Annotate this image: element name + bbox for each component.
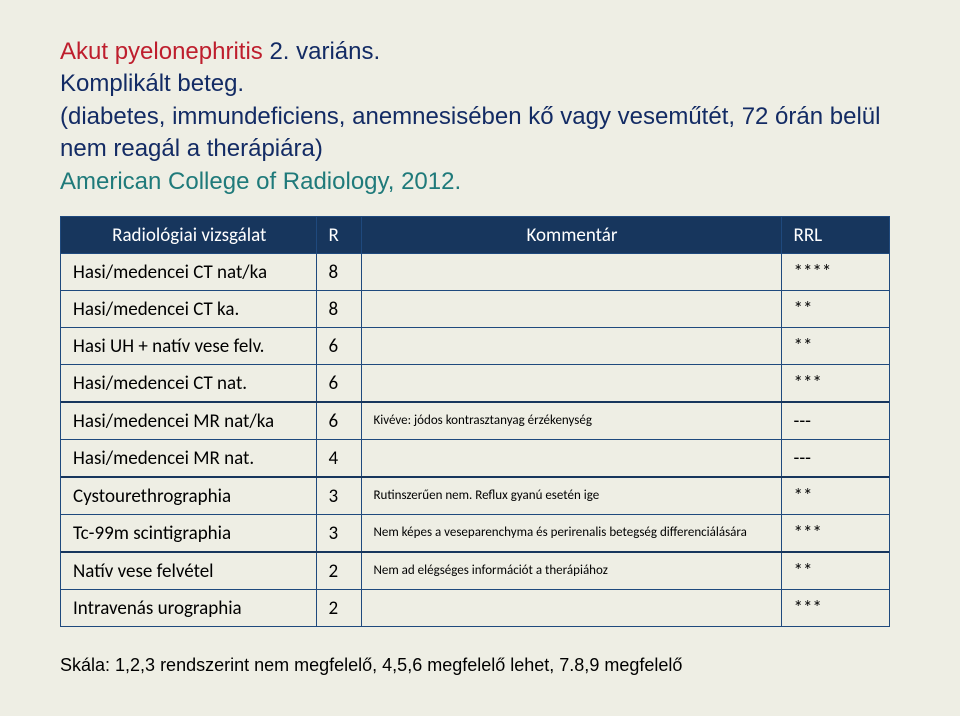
cell-rrl: **** [781,253,889,290]
cell-r: 2 [316,589,361,626]
cell-exam: Intravenás urographia [61,589,316,626]
header-cell-exam: Radiológiai vizsgálat [61,217,316,254]
table-row: Intravenás urographia2 *** [61,589,889,626]
table-body: Hasi/medencei CT nat/ka8****Hasi/medence… [61,253,889,626]
cell-rrl: *** [781,589,889,626]
table-row: Tc-99m scintigraphia3Nem képes a vesepar… [61,514,889,552]
title-rest: 2. variáns. [263,38,380,65]
title-line-2: Komplikált beteg. [60,68,910,100]
cell-exam: Hasi/medencei MR nat/ka [61,402,316,440]
title-highlight: Akut pyelonephritis [60,38,263,65]
table-container: Radiológiai vizsgálat R Kommentár RRL Ha… [60,216,890,627]
table-row: Hasi/medencei CT nat.6 *** [61,364,889,402]
cell-r: 8 [316,290,361,327]
cell-rrl: *** [781,514,889,552]
cell-r: 3 [316,477,361,515]
footer-scale: Skála: 1,2,3 rendszerint nem megfelelő, … [60,655,910,676]
header-cell-rrl: RRL [781,217,889,254]
cell-rrl: *** [781,364,889,402]
cell-rrl: --- [781,402,889,440]
table-row: Hasi/medencei MR nat.4 --- [61,439,889,477]
cell-comment [361,253,781,290]
cell-r: 8 [316,253,361,290]
table-row: Hasi/medencei CT ka.8 ** [61,290,889,327]
table-row: Natív vese felvétel2Nem ad elégséges inf… [61,552,889,590]
cell-comment: Nem képes a veseparenchyma és perirenali… [361,514,781,552]
title-line-4: American College of Radiology, 2012. [60,166,910,198]
cell-exam: Hasi/medencei CT nat. [61,364,316,402]
cell-exam: Hasi/medencei MR nat. [61,439,316,477]
table-header-row: Radiológiai vizsgálat R Kommentár RRL [61,217,889,254]
cell-exam: Hasi/medencei CT nat/ka [61,253,316,290]
cell-comment [361,364,781,402]
cell-r: 6 [316,327,361,364]
cell-exam: Cystourethrographia [61,477,316,515]
title-line-1: Akut pyelonephritis 2. variáns. [60,36,910,68]
cell-r: 3 [316,514,361,552]
cell-exam: Natív vese felvétel [61,552,316,590]
cell-comment: Kivéve: jódos kontrasztanyag érzékenység [361,402,781,440]
cell-r: 6 [316,402,361,440]
cell-comment [361,439,781,477]
cell-rrl: ** [781,477,889,515]
slide-page: Akut pyelonephritis 2. variáns. Kompliká… [0,0,960,696]
cell-comment: Rutinszerűen nem. Reflux gyanú esetén ig… [361,477,781,515]
radiology-table: Radiológiai vizsgálat R Kommentár RRL Ha… [61,217,889,626]
cell-exam: Tc-99m scintigraphia [61,514,316,552]
header-cell-r: R [316,217,361,254]
table-row: Hasi/medencei MR nat/ka6Kivéve: jódos ko… [61,402,889,440]
cell-r: 2 [316,552,361,590]
cell-exam: Hasi/medencei CT ka. [61,290,316,327]
cell-rrl: ** [781,327,889,364]
header-cell-comment: Kommentár [361,217,781,254]
cell-exam: Hasi UH + natív vese felv. [61,327,316,364]
cell-r: 6 [316,364,361,402]
cell-rrl: ** [781,290,889,327]
table-row: Cystourethrographia3Rutinszerűen nem. Re… [61,477,889,515]
table-row: Hasi UH + natív vese felv.6 ** [61,327,889,364]
cell-rrl: ** [781,552,889,590]
title-line-3: (diabetes, immundeficiens, anemnesisében… [60,101,910,166]
cell-r: 4 [316,439,361,477]
cell-comment [361,290,781,327]
cell-comment [361,327,781,364]
cell-rrl: --- [781,439,889,477]
cell-comment: Nem ad elégséges információt a therápiáh… [361,552,781,590]
table-row: Hasi/medencei CT nat/ka8 **** [61,253,889,290]
cell-comment [361,589,781,626]
